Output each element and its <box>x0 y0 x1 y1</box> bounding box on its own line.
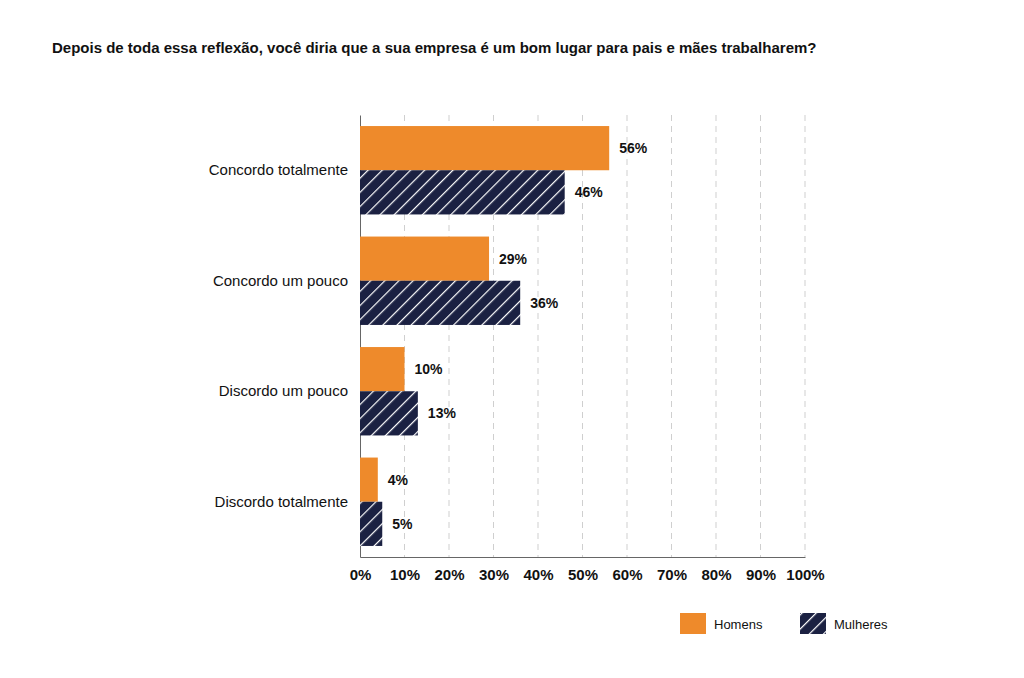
tick-label: 20% <box>434 566 464 583</box>
tick-label: 60% <box>612 566 642 583</box>
tick-label: 30% <box>479 566 509 583</box>
tick-label: 0% <box>350 566 372 583</box>
data-label: 36% <box>530 295 559 311</box>
legend-label: Mulheres <box>834 617 888 632</box>
axis-line <box>361 557 806 558</box>
tick: 10% <box>390 557 420 583</box>
bar <box>360 126 609 170</box>
bar <box>360 502 382 546</box>
tick: 80% <box>701 557 731 583</box>
tick-label: 40% <box>523 566 553 583</box>
data-label: 56% <box>619 140 648 156</box>
tick: Concordo um pouco <box>213 272 360 289</box>
bars <box>360 126 609 546</box>
tick: Discordo um pouco <box>219 382 360 399</box>
tick: 100% <box>786 557 824 583</box>
tick: 60% <box>612 557 642 583</box>
tick: Discordo totalmente <box>215 493 360 510</box>
data-label: 29% <box>499 251 528 267</box>
legend-swatch <box>800 613 826 634</box>
tick: 40% <box>523 557 553 583</box>
grid-line <box>582 115 583 557</box>
grid-line <box>760 115 761 557</box>
chart: Depois de toda essa reflexão, você diria… <box>0 0 1024 678</box>
legend: Homens Mulheres <box>680 613 888 634</box>
tick: 50% <box>568 557 598 583</box>
tick: 0% <box>350 557 372 583</box>
tick: 20% <box>434 557 464 583</box>
tick-label: 50% <box>568 566 598 583</box>
bar <box>360 391 418 435</box>
tick-label: Discordo um pouco <box>219 382 348 399</box>
data-labels: 56% 29% 10% 4% 46% 36% 13% 5% <box>388 140 648 532</box>
tick: 30% <box>479 557 509 583</box>
data-label: 13% <box>428 405 457 421</box>
tick-label: Discordo totalmente <box>215 493 348 510</box>
legend-swatch <box>680 613 706 634</box>
bar <box>360 237 489 281</box>
grid-line <box>716 115 717 557</box>
bar <box>360 170 565 214</box>
tick: 70% <box>657 557 687 583</box>
tick: Concordo totalmente <box>209 161 360 178</box>
y-axis: Concordo totalmente Concordo um pouco Disc… <box>209 116 361 558</box>
bar <box>360 347 405 391</box>
tick: 90% <box>746 557 776 583</box>
data-label: 5% <box>392 516 413 532</box>
data-label: 4% <box>388 472 409 488</box>
data-label: 10% <box>415 361 444 377</box>
data-label: 46% <box>575 184 604 200</box>
bar <box>360 281 520 325</box>
tick-label: Concordo totalmente <box>209 161 348 178</box>
title: Depois de toda essa reflexão, você diria… <box>52 39 816 56</box>
legend-label: Homens <box>714 617 763 632</box>
tick-label: 10% <box>390 566 420 583</box>
grid-line <box>627 115 628 557</box>
x-axis: 0% 10% 20% 30% 40% 50% 60% 70% 80% 90% 100% <box>350 557 825 583</box>
tick-label: 70% <box>657 566 687 583</box>
grid-line <box>805 115 806 557</box>
grid-line <box>671 115 672 557</box>
bar <box>360 458 378 502</box>
tick-label: 80% <box>701 566 731 583</box>
tick-label: 100% <box>786 566 824 583</box>
tick-label: 90% <box>746 566 776 583</box>
tick-label: Concordo um pouco <box>213 272 348 289</box>
